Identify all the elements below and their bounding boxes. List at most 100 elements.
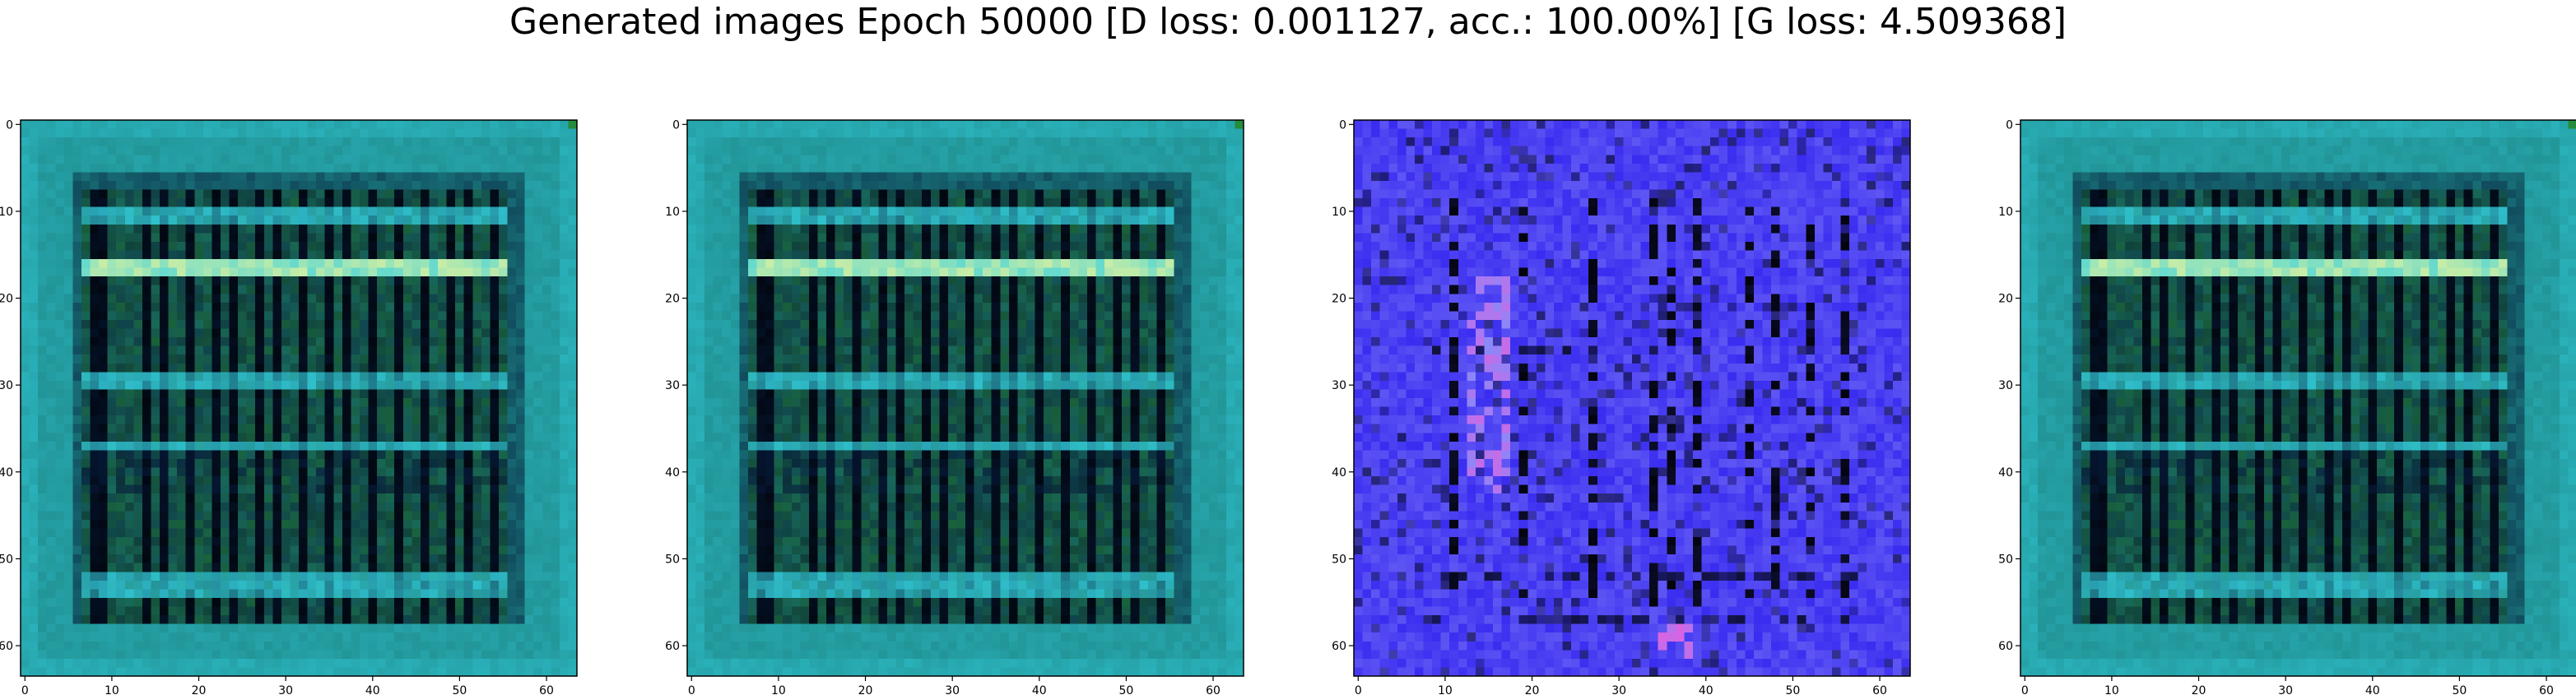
pixel-cell <box>246 389 256 399</box>
pixel-cell <box>922 163 932 173</box>
pixel-cell <box>385 215 395 225</box>
pixel-cell <box>869 120 879 130</box>
pixel-cell <box>63 363 73 373</box>
pixel-cell <box>72 155 82 164</box>
pixel-cell <box>107 163 117 173</box>
pixel-cell <box>420 615 430 625</box>
pixel-cell <box>498 311 509 321</box>
pixel-cell <box>290 580 300 590</box>
pixel-cell <box>516 146 526 155</box>
pixel-cell <box>490 233 500 243</box>
pixel-cell <box>229 128 239 138</box>
pixel-cell <box>886 224 897 234</box>
pixel-cell <box>90 537 100 547</box>
pixel-cell <box>869 172 879 182</box>
pixel-cell <box>463 120 473 130</box>
pixel-cell <box>377 493 387 503</box>
pixel-cell <box>238 502 248 512</box>
pixel-cell <box>116 424 126 433</box>
pixel-cell <box>263 580 273 590</box>
pixel-cell <box>55 128 65 138</box>
pixel-cell <box>255 363 265 373</box>
pixel-cell <box>21 267 30 277</box>
pixel-cell <box>238 441 248 451</box>
pixel-cell <box>359 433 370 442</box>
pixel-cell <box>385 294 395 303</box>
pixel-cell <box>63 345 73 355</box>
pixel-cell <box>38 172 48 182</box>
pixel-cell <box>307 224 317 234</box>
pixel-cell <box>472 658 482 669</box>
pixel-cell <box>551 476 560 486</box>
pixel-cell <box>1165 128 1175 138</box>
pixel-cell <box>255 398 265 408</box>
pixel-cell <box>55 580 65 590</box>
pixel-cell <box>852 215 862 225</box>
pixel-cell <box>107 146 117 155</box>
pixel-cell <box>351 241 360 252</box>
pixel-cell <box>316 206 326 216</box>
pixel-cell <box>377 623 387 633</box>
pixel-cell <box>783 137 793 147</box>
pixel-cell <box>220 441 230 451</box>
pixel-cell <box>316 641 326 651</box>
pixel-cell <box>124 372 134 382</box>
pixel-cell <box>81 441 91 451</box>
pixel-cell <box>202 615 212 625</box>
pixel-cell <box>272 345 282 355</box>
pixel-cell <box>939 155 949 164</box>
pixel-cell <box>429 241 439 252</box>
pixel-cell <box>333 189 343 199</box>
pixel-cell <box>377 198 387 208</box>
pixel-cell <box>507 650 517 660</box>
pixel-cell <box>202 250 212 260</box>
pixel-cell <box>220 632 230 642</box>
pixel-cell <box>446 458 456 469</box>
pixel-cell <box>55 528 65 538</box>
pixel-cell <box>133 406 143 416</box>
pixel-cell <box>1165 146 1175 155</box>
pixel-cell <box>333 589 343 599</box>
pixel-cell <box>463 319 473 330</box>
pixel-cell <box>1139 180 1149 191</box>
pixel-cell <box>116 580 126 590</box>
pixel-cell <box>72 441 82 451</box>
pixel-cell <box>420 467 430 477</box>
pixel-cell <box>551 276 560 286</box>
pixel-cell <box>255 267 265 277</box>
pixel-cell <box>281 146 291 155</box>
pixel-cell <box>542 372 551 382</box>
pixel-cell <box>272 658 282 669</box>
pixel-cell <box>133 433 143 442</box>
pixel-cell <box>559 250 570 260</box>
pixel-cell <box>1235 180 1244 191</box>
pixel-cell <box>133 163 143 173</box>
pixel-cell <box>568 554 578 564</box>
pixel-cell <box>185 250 195 260</box>
pixel-cell <box>21 415 30 425</box>
pixel-cell <box>246 597 256 608</box>
pixel-cell <box>342 658 351 669</box>
pixel-cell <box>420 276 430 286</box>
pixel-cell <box>1191 128 1201 138</box>
pixel-cell <box>202 380 212 391</box>
pixel-cell <box>1078 215 1088 225</box>
pixel-cell <box>55 146 65 155</box>
pixel-cell <box>333 180 343 191</box>
pixel-cell <box>533 128 543 138</box>
pixel-cell <box>107 415 117 425</box>
pixel-cell <box>852 206 862 216</box>
pixel-cell <box>429 484 439 494</box>
pixel-cell <box>455 233 465 243</box>
pixel-cell <box>351 128 360 138</box>
pixel-cell <box>507 632 517 642</box>
pixel-cell <box>913 146 923 155</box>
pixel-cell <box>316 345 326 355</box>
pixel-cell <box>307 311 317 321</box>
pixel-cell <box>895 120 905 130</box>
pixel-cell <box>1147 155 1157 164</box>
pixel-cell <box>212 528 221 538</box>
pixel-cell <box>359 276 370 286</box>
pixel-cell <box>29 545 39 555</box>
pixel-cell <box>142 155 152 164</box>
